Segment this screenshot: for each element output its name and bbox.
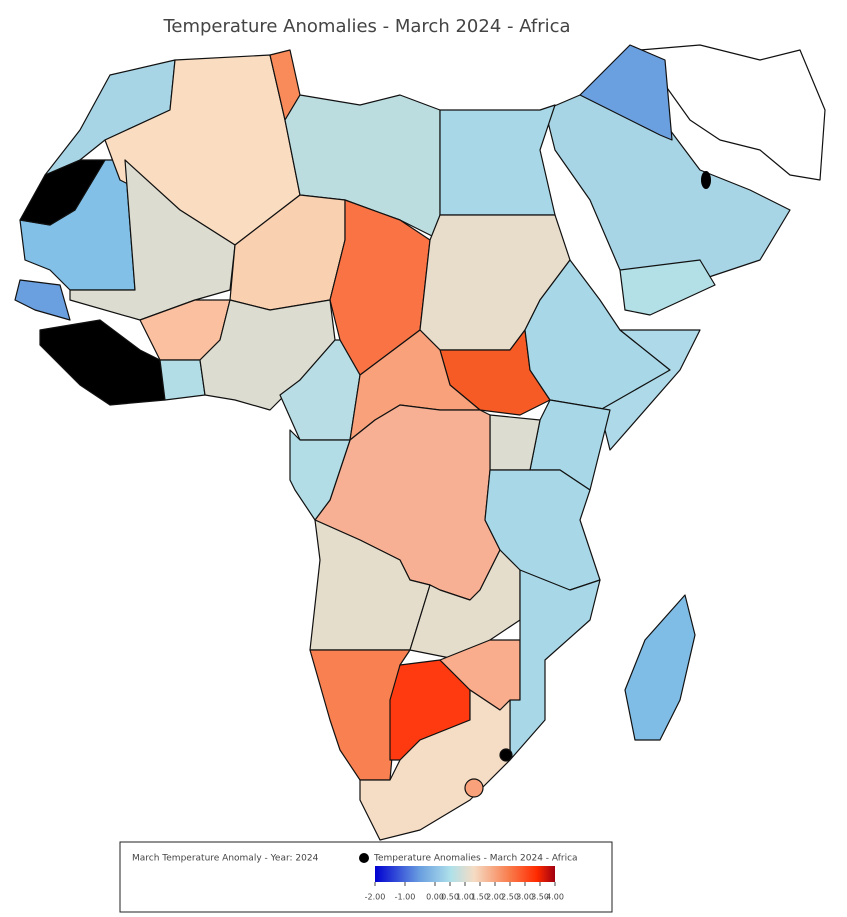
- asia-land: [639, 44, 826, 181]
- colorbar-tick-label: 4.00: [546, 893, 564, 902]
- colorbar-tick-label: 0.50: [441, 893, 459, 902]
- colorbar: [375, 866, 555, 882]
- south-africa: [359, 689, 511, 841]
- eswatini: [499, 748, 513, 762]
- colorbar-tick-label: 3.00: [516, 893, 534, 902]
- legend-entry: Temperature Anomalies - March 2024 - Afr…: [373, 854, 578, 864]
- egypt: [439, 104, 556, 216]
- mozambique: [509, 569, 601, 761]
- somalia: [599, 329, 701, 451]
- congo-gabon: [289, 429, 351, 521]
- qatar: [701, 171, 711, 189]
- lesotho: [464, 778, 484, 798]
- land: [14, 44, 826, 841]
- ghana: [159, 359, 206, 401]
- senegal: [14, 279, 71, 321]
- colorbar-tick-label: -1.00: [395, 893, 416, 902]
- map-title: Temperature Anomalies - March 2024 - Afr…: [162, 16, 570, 37]
- colorbar-tick-label: 1.50: [471, 893, 489, 902]
- colorbar-tick-label: 0.00: [426, 893, 444, 902]
- colorbar-tick-label: -2.00: [365, 893, 386, 902]
- colorbar-tick-label: 1.00: [456, 893, 474, 902]
- colorbar-tick-label: 2.50: [501, 893, 519, 902]
- western-sahara: [19, 159, 106, 226]
- colorbar-tick-label: 3.50: [531, 893, 549, 902]
- legend-marker: [359, 853, 369, 863]
- colorbar-tick-label: 2.00: [486, 893, 504, 902]
- yemen: [619, 259, 716, 316]
- legend-heading: March Temperature Anomaly - Year: 2024: [132, 854, 319, 864]
- madagascar: [624, 594, 696, 741]
- iraq: [579, 44, 673, 141]
